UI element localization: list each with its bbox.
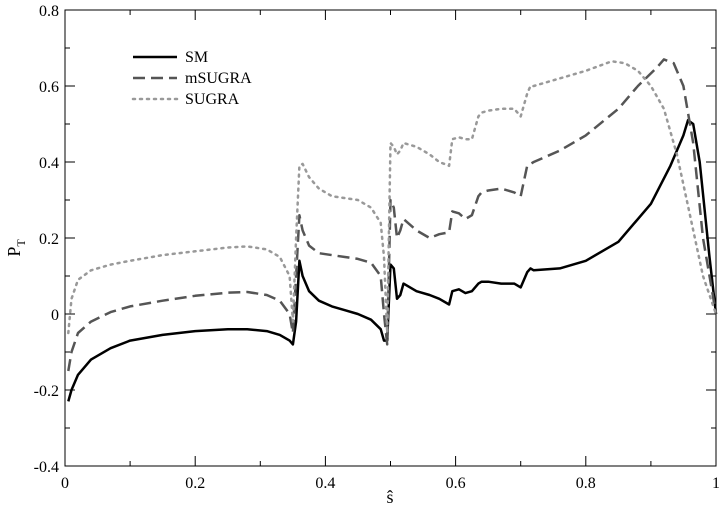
- y-tick-label: 0.6: [39, 79, 59, 96]
- y-tick-label: 0.4: [39, 155, 59, 172]
- series-line-msugra: [67, 58, 718, 372]
- legend-label-sm: SM: [185, 49, 208, 66]
- x-tick-label: 0.4: [315, 475, 335, 492]
- y-tick-label: 0: [51, 307, 59, 324]
- legend-label-msugra: mSUGRA: [185, 70, 252, 87]
- y-axis-label: PT: [4, 239, 28, 257]
- y-axis-label-subscript: T: [14, 239, 28, 247]
- y-tick-label: -0.2: [34, 383, 59, 400]
- y-tick-label: 0.2: [39, 231, 59, 248]
- x-tick-label: 0: [61, 475, 69, 492]
- x-tick-label: 0.8: [576, 475, 596, 492]
- x-axis-label: ŝ: [386, 487, 393, 507]
- x-tick-label: 1: [712, 475, 720, 492]
- y-axis-label-main: P: [4, 247, 24, 257]
- legend: SM mSUGRA SUGRA: [131, 49, 252, 108]
- series-line-sm: [67, 118, 718, 402]
- x-tick-label: 0.6: [446, 475, 466, 492]
- legend-label-sugra: SUGRA: [185, 91, 240, 108]
- series-line-sugra: [67, 60, 718, 335]
- y-tick-label: -0.4: [34, 459, 59, 476]
- x-tick-label: 0.2: [185, 475, 205, 492]
- y-tick-label: 0.8: [39, 3, 59, 20]
- ticks: 0 0.2 0.4 0.6 0.8 1 -0.4 -0.2 0 0.2 0.4 0.6 0.8: [34, 3, 720, 492]
- series-group: [67, 58, 718, 402]
